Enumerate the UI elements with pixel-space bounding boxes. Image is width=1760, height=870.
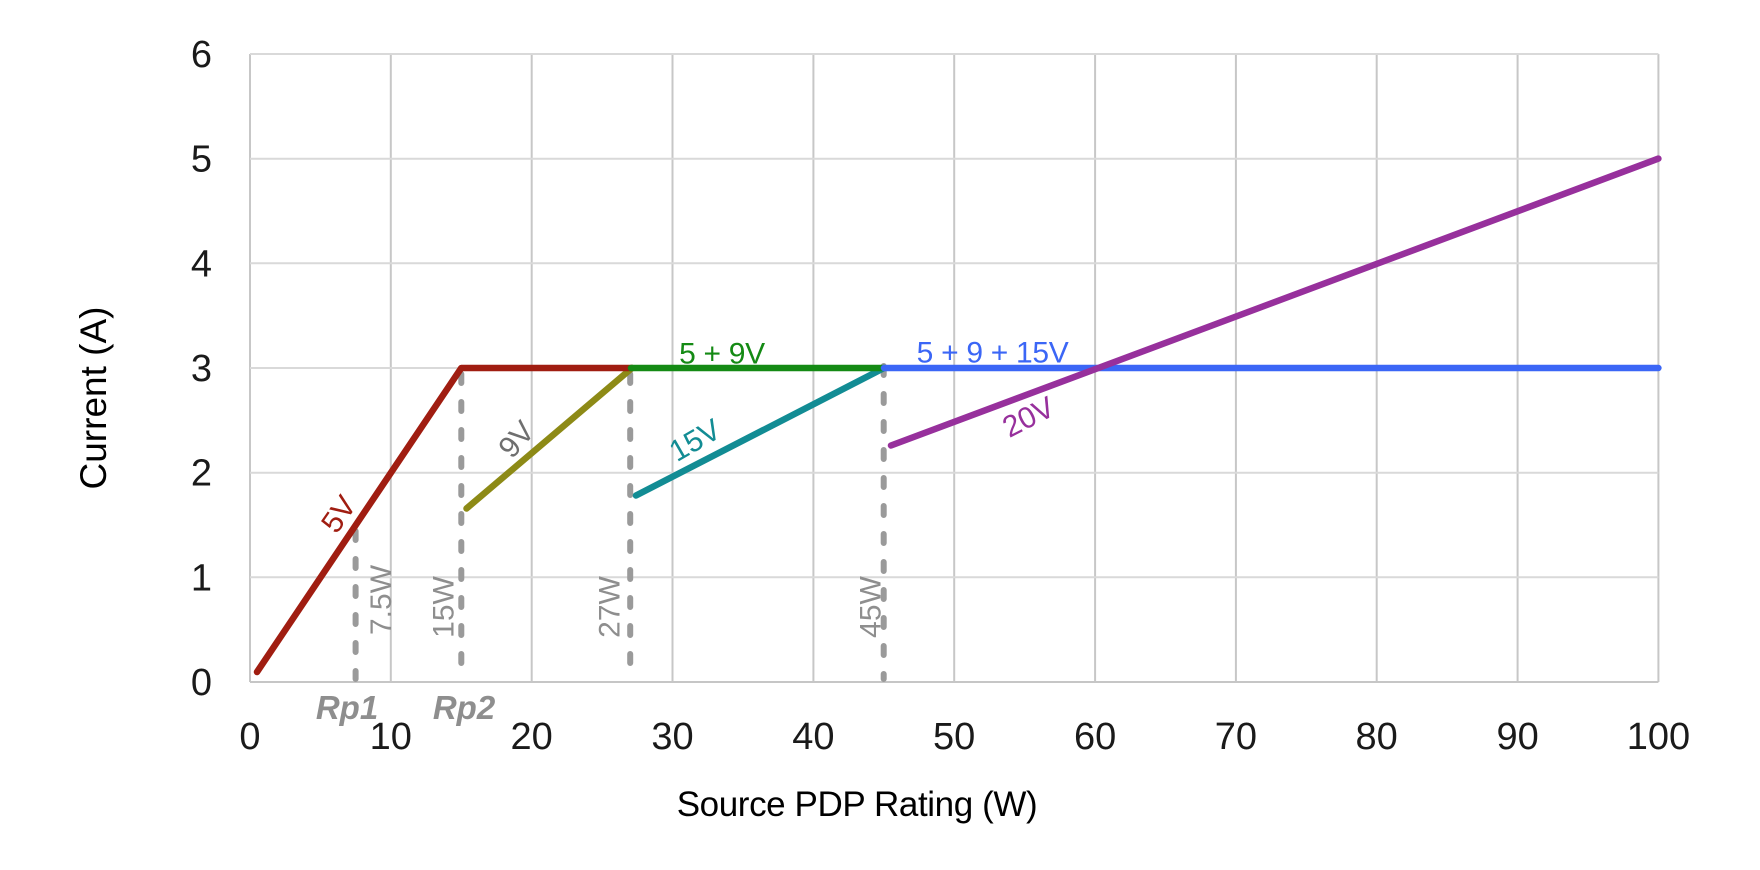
svg-text:30: 30 — [651, 716, 693, 758]
svg-text:2: 2 — [191, 453, 212, 495]
svg-text:10: 10 — [370, 716, 412, 758]
svg-text:5: 5 — [191, 139, 212, 181]
svg-text:0: 0 — [239, 716, 260, 758]
svg-text:Rp2: Rp2 — [433, 689, 496, 726]
svg-text:45W: 45W — [855, 575, 888, 637]
svg-text:40: 40 — [792, 716, 834, 758]
svg-text:80: 80 — [1356, 716, 1398, 758]
svg-text:Rp1: Rp1 — [316, 689, 378, 726]
svg-text:0: 0 — [191, 662, 212, 704]
svg-text:100: 100 — [1627, 716, 1690, 758]
svg-text:3: 3 — [191, 348, 212, 390]
svg-text:5 + 9V: 5 + 9V — [679, 338, 765, 371]
svg-text:Source PDP Rating (W): Source PDP Rating (W) — [677, 785, 1038, 824]
svg-text:9V: 9V — [492, 415, 541, 464]
svg-text:90: 90 — [1496, 716, 1538, 758]
svg-text:4: 4 — [191, 243, 212, 285]
svg-text:15W: 15W — [428, 575, 461, 637]
svg-text:50: 50 — [933, 716, 975, 758]
svg-text:6: 6 — [191, 34, 212, 76]
svg-text:Current (A): Current (A) — [73, 307, 114, 490]
svg-text:1: 1 — [191, 557, 212, 599]
svg-text:5 + 9 + 15V: 5 + 9 + 15V — [917, 337, 1069, 370]
svg-text:27W: 27W — [594, 575, 627, 637]
svg-text:60: 60 — [1074, 716, 1116, 758]
svg-text:70: 70 — [1215, 716, 1257, 758]
svg-text:7.5W: 7.5W — [365, 564, 398, 635]
svg-text:20: 20 — [511, 716, 553, 758]
